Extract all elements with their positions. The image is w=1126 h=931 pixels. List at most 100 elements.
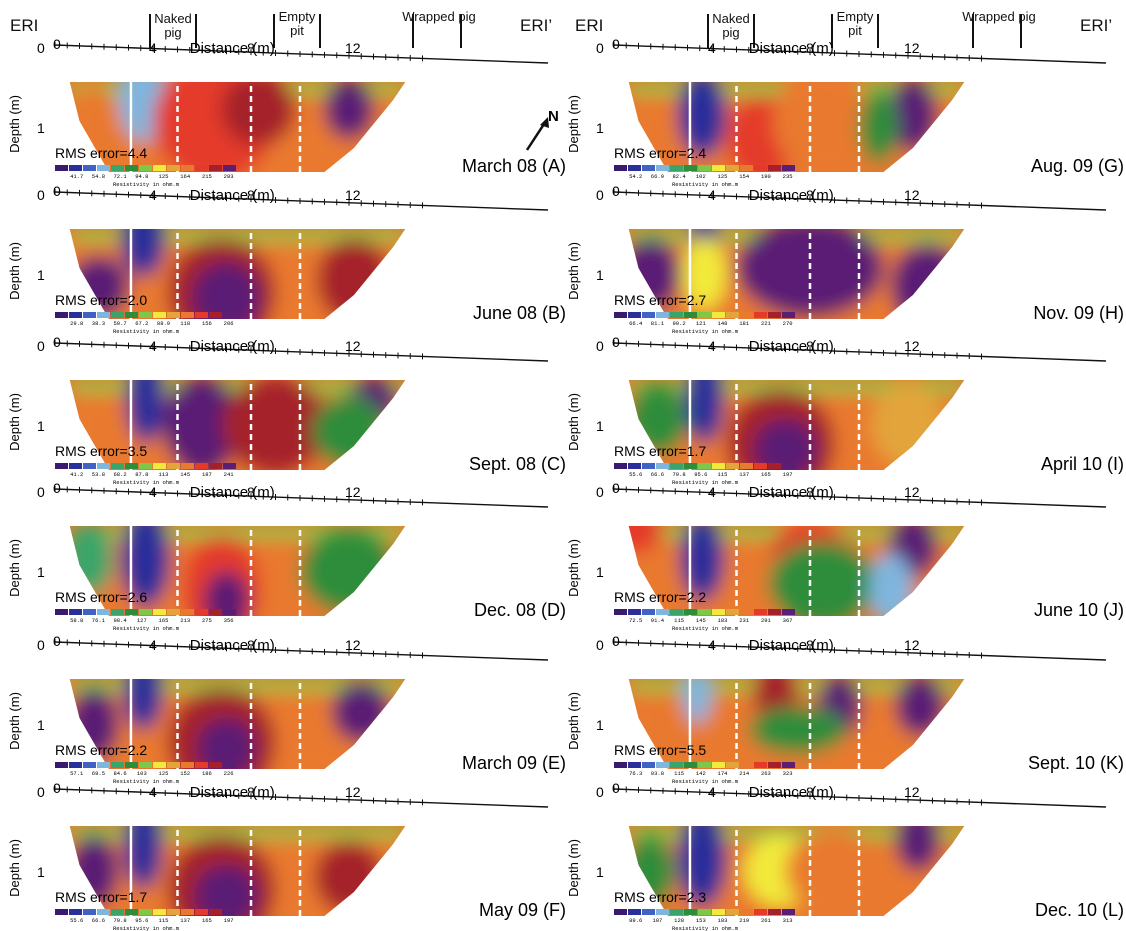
x-axis-label: Distance (m) [190,637,275,654]
colorbar-swatch [83,312,96,318]
resistivity-anomaly [768,541,877,616]
colorbar-swatch [195,312,208,318]
eri-panel: 0 4 8 12 Distance (m) 0 1 Depth (m) RMS error=4.… [7,36,566,188]
colorbar-tick-label: 214 [739,770,750,777]
colorbar-swatch [97,463,110,469]
colorbar-swatch [55,165,68,171]
resistivity-anomaly [785,829,884,913]
y-tick-label: 0 [37,637,45,653]
colorbar-swatch [181,165,194,171]
colorbar-swatch [209,909,222,915]
colorbar-swatch [181,909,194,915]
colorbar-swatch [782,762,795,768]
y-tick-label: 0 [37,187,45,203]
resistivity-anomaly [314,841,384,913]
x-tick-label: 8 [247,637,255,653]
colorbar-swatch [83,463,96,469]
x-tick-label: 0 [53,780,61,796]
colorbar-swatch [55,463,68,469]
rms-error-label: RMS error=2.4 [614,145,706,161]
x-tick-label: 4 [708,338,716,354]
colorbar-tick-label: 174 [718,770,729,777]
x-tick-label: 12 [345,338,361,354]
x-axis-label: Distance (m) [190,40,275,57]
colorbar-tick-label: 219 [739,917,749,924]
x-tick-label: 8 [806,40,814,56]
panel-title: Aug. 09 (G) [1031,156,1124,176]
colorbar-swatch [614,909,627,915]
colorbar-swatch [656,909,669,915]
x-axis-label: Distance (m) [749,338,834,355]
marker-empty-pit-left: Empty pit [278,9,316,38]
x-tick-label: 0 [53,334,61,350]
colorbar-tick-label: 186 [202,770,212,777]
resistivity-anomaly [773,82,872,172]
x-tick-label: 8 [247,187,255,203]
colorbar-title: Resistivity in ohm.m [113,328,180,335]
y-axis-label: Depth (m) [7,95,22,153]
colorbar-swatch [223,762,236,768]
colorbar-tick-label: 165 [761,471,771,478]
x-axis-label: Distance (m) [749,40,834,57]
colorbar-tick-label: 226 [224,770,234,777]
colorbar-tick-label: 187 [202,471,212,478]
resistivity-anomaly [121,526,171,607]
panel-title: Sept. 08 (C) [469,454,566,474]
resistivity-anomaly [868,553,913,616]
resistivity-anomaly [628,526,663,553]
colorbar-tick-label: 148 [718,320,728,327]
colorbar-title: Resistivity in ohm.m [672,181,739,188]
eri-panel: 0 4 8 12 Distance (m) 0 1 Depth (m) RMS error=2.… [7,480,566,632]
colorbar-swatch [195,463,208,469]
eri-panel: 0 4 8 12 Distance (m) 0 1 Depth (m) RMS error=2.… [566,183,1124,335]
colorbar-swatch [768,463,781,469]
colorbar-swatch [111,909,124,915]
colorbar-tick-label: 137 [739,471,749,478]
marker-naked-pig-right: Naked pig [712,11,750,40]
colorbar-swatch [782,609,795,615]
colorbar-swatch [153,312,166,318]
colorbar-tick-label: 98.4 [113,617,127,624]
x-tick-label: 12 [345,187,361,203]
colorbar-swatch [628,762,641,768]
y-tick-label: 0 [596,484,604,500]
colorbar-swatch [153,609,166,615]
colorbar-title: Resistivity in ohm.m [113,181,180,188]
rms-error-label: RMS error=5.5 [614,742,706,758]
colorbar-tick-label: 115 [718,471,728,478]
colorbar-tick-label: 235 [783,173,793,180]
rms-error-label: RMS error=1.7 [55,889,147,905]
colorbar-swatch [642,165,655,171]
colorbar-swatch [614,312,627,318]
colorbar-swatch [656,609,669,615]
colorbar-swatch [195,909,208,915]
resistivity-anomaly [221,82,296,145]
x-axis-label: Distance (m) [190,484,275,501]
colorbar-swatch [69,909,82,915]
y-tick-label: 1 [596,864,604,880]
colorbar-tick-label: 95.6 [135,917,148,924]
colorbar-swatch [698,909,711,915]
resistivity-anomaly [859,91,899,163]
resistivity-anomaly [123,826,163,889]
colorbar-swatch [698,762,711,768]
panel-title: March 08 (A) [462,156,566,176]
colorbar-tick-label: 275 [202,617,212,624]
colorbar-swatch [125,909,138,915]
colorbar-swatch [712,165,725,171]
marker-naked-pig-left: Naked pig [154,11,192,40]
north-label: N [548,108,559,125]
colorbar-tick-label: 206 [224,320,234,327]
colorbar-swatch [684,312,697,318]
colorbar-tick-label: 125 [159,770,169,777]
colorbar-swatch [139,762,152,768]
colorbar-title: Resistivity in ohm.m [113,778,180,785]
rms-error-label: RMS error=3.5 [55,443,147,459]
rms-error-label: RMS error=4.4 [55,145,147,161]
panel-title: March 09 (E) [462,753,566,773]
colorbar-swatch [712,909,725,915]
colorbar-tick-label: 118 [180,320,190,327]
colorbar-tick-label: 283 [224,173,234,180]
colorbar-swatch [712,463,725,469]
colorbar-tick-label: 102 [696,173,706,180]
